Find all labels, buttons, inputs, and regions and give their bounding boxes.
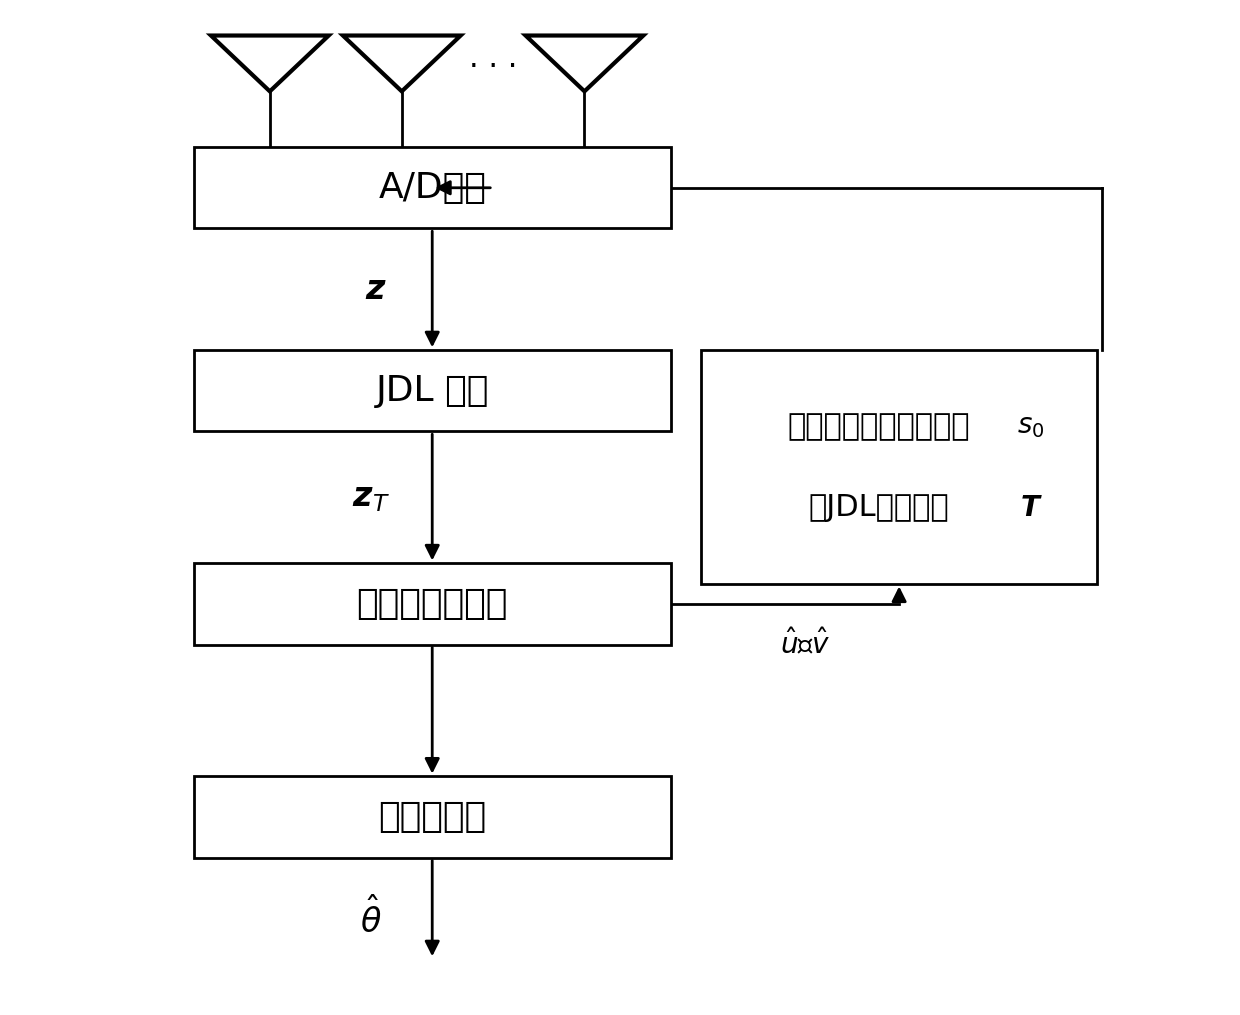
Text: $\boldsymbol{z}_T$: $\boldsymbol{z}_T$: [352, 481, 391, 514]
Text: JDL 处理: JDL 处理: [376, 374, 489, 408]
Bar: [193, 563, 671, 645]
Text: $\hat{u}$、$\hat{v}$: $\hat{u}$、$\hat{v}$: [780, 629, 831, 660]
Text: A/D采样: A/D采样: [378, 171, 486, 205]
Bar: [701, 350, 1097, 584]
Bar: [193, 147, 671, 228]
Text: $\boldsymbol{z}$: $\boldsymbol{z}$: [366, 273, 387, 306]
Text: $s_0$: $s_0$: [1017, 412, 1045, 441]
Text: $\boldsymbol{T}$: $\boldsymbol{T}$: [1019, 493, 1043, 522]
Text: . . .: . . .: [469, 45, 517, 73]
Text: 单脉冲估计参数: 单脉冲估计参数: [357, 587, 508, 621]
Bar: [193, 350, 671, 431]
Text: 目标方位角: 目标方位角: [378, 800, 486, 834]
Bar: [193, 776, 671, 858]
Text: $\hat{\theta}$: $\hat{\theta}$: [361, 897, 382, 940]
Text: 更新检测空时导引矢量: 更新检测空时导引矢量: [787, 412, 970, 441]
Text: 和JDL降维矩阵: 和JDL降维矩阵: [808, 493, 949, 522]
